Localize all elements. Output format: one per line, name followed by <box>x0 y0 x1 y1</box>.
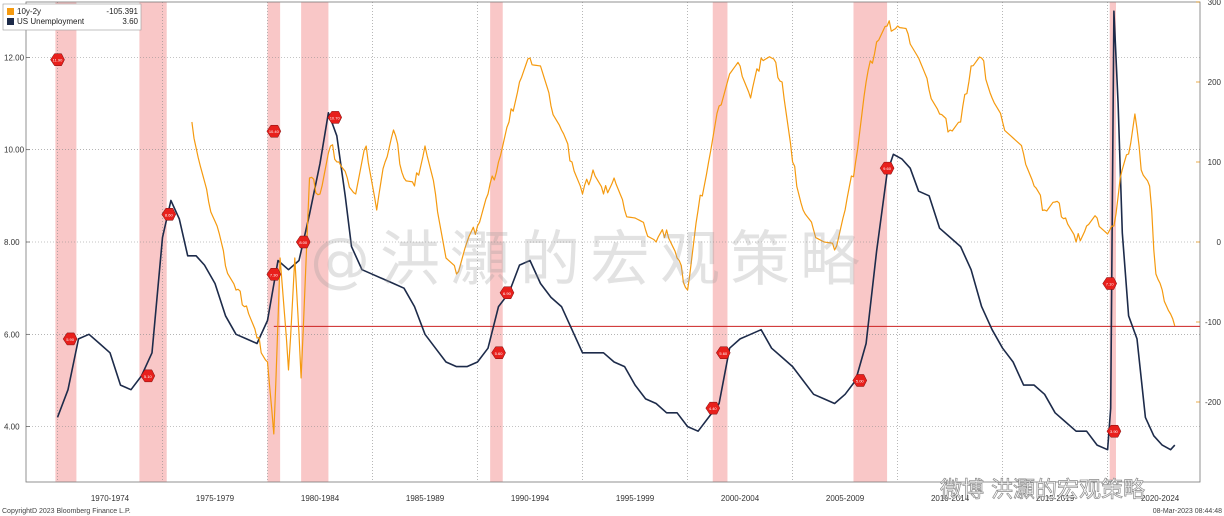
marker-shape-14 <box>1102 277 1117 290</box>
legend: 10y-2y -105.391 US Unemployment 3.60 <box>2 3 142 31</box>
marker-shape-1 <box>62 332 78 346</box>
grid-lines <box>26 2 1200 482</box>
legend-box <box>2 3 142 31</box>
marker-1: 5.90 <box>62 332 78 346</box>
marker-shape-2 <box>140 369 156 383</box>
legend-value-unemployment: 3.60 <box>122 17 138 26</box>
marker-label-14: 7.10 <box>1106 282 1115 287</box>
marker-label-3: 8.60 <box>165 212 174 217</box>
marker-label-12: 5.00 <box>856 378 865 383</box>
legend-value-spread: -105.391 <box>106 7 138 16</box>
x-tick-0: 1970-1974 <box>91 494 130 503</box>
legend-swatch-spread <box>7 8 14 15</box>
y-axis-right: -200 -100 0 100 200 300 <box>1196 0 1222 407</box>
marker-label-4: 10.40 <box>269 129 280 134</box>
marker-label-9: 6.90 <box>503 291 512 296</box>
marker-shape-5 <box>266 268 282 281</box>
marker-shape-13 <box>879 161 895 175</box>
y-right-tick-4: 200 <box>1208 78 1222 87</box>
marker-shape-10 <box>705 401 721 415</box>
marker-shape-4 <box>266 124 282 138</box>
x-tick-7: 2005-2009 <box>826 494 865 503</box>
marker-shape-6 <box>295 235 311 249</box>
x-tick-5: 1995-1999 <box>616 494 655 503</box>
marker-3: 8.60 <box>161 208 177 221</box>
value-markers: 11.90 5.90 5.10 8.60 10.40 7.30 8.00 10.70 5.60 6… <box>50 53 1122 438</box>
legend-label-spread: 10y-2y <box>17 7 41 16</box>
marker-label-8: 5.60 <box>495 351 504 356</box>
marker-4: 10.40 <box>266 124 282 138</box>
marker-shape-15 <box>1106 424 1122 438</box>
legend-swatch-unemployment <box>7 18 14 25</box>
y-left-tick-3: 10.00 <box>4 146 25 155</box>
recession-band-5 <box>712 2 728 482</box>
marker-shape-3 <box>161 208 177 221</box>
x-tick-3: 1985-1989 <box>406 494 445 503</box>
watermark-center: @洪灝的宏观策略 <box>310 225 870 295</box>
x-tick-2: 1980-1984 <box>301 494 340 503</box>
marker-label-7: 10.70 <box>330 115 341 120</box>
marker-label-5: 7.30 <box>270 272 279 277</box>
y-left-tick-0: 4.00 <box>4 423 20 432</box>
marker-12: 5.00 <box>852 374 868 387</box>
marker-15: 3.90 <box>1106 424 1122 438</box>
y-right-tick-3: 100 <box>1208 158 1222 167</box>
x-tick-10: 2020-2024 <box>1141 494 1180 503</box>
watermark-corner: 微博 洪灝的宏观策略 <box>940 478 1145 503</box>
legend-label-unemployment: US Unemployment <box>17 17 85 26</box>
x-tick-4: 1990-1994 <box>511 494 550 503</box>
x-axis: 1970-1974 1975-1979 1980-1984 1985-1989 1990… <box>91 494 1180 503</box>
series-lines <box>56 10 1176 451</box>
y-axis-left: 4.00 6.00 8.00 10.00 12.00 <box>4 53 30 432</box>
marker-5: 7.30 <box>266 268 282 281</box>
y-right-tick-1: -100 <box>1205 318 1222 327</box>
y-left-tick-4: 12.00 <box>4 53 25 62</box>
y-left-tick-2: 8.00 <box>4 238 20 247</box>
marker-6: 8.00 <box>295 235 311 249</box>
marker-shape-0 <box>50 53 65 66</box>
marker-label-15: 3.90 <box>1110 429 1119 434</box>
series-line-spread <box>191 20 1176 435</box>
x-tick-1: 1975-1979 <box>196 494 235 503</box>
marker-label-2: 5.10 <box>144 374 153 379</box>
marker-14: 7.10 <box>1102 277 1117 290</box>
marker-label-13: 9.60 <box>883 166 892 171</box>
marker-shape-8 <box>491 346 506 360</box>
x-tick-9: 2015-2019 <box>1036 494 1075 503</box>
marker-9: 6.90 <box>499 286 515 300</box>
copyright-text: CopyrightD 2023 Bloomberg Finance L.P. <box>2 508 131 515</box>
y-right-tick-2: 0 <box>1217 238 1222 247</box>
y-right-tick-0: -200 <box>1205 398 1222 407</box>
marker-0: 11.90 <box>50 53 65 66</box>
marker-label-6: 8.00 <box>299 240 308 245</box>
marker-shape-11 <box>715 346 731 360</box>
timestamp-text: 08-Mar-2023 08:44:48 <box>1153 508 1222 515</box>
marker-8: 5.60 <box>491 346 506 360</box>
marker-7: 10.70 <box>327 111 343 124</box>
x-tick-8: 2010-2014 <box>931 494 970 503</box>
marker-11: 5.60 <box>715 346 731 360</box>
marker-label-1: 5.90 <box>66 337 75 342</box>
marker-label-11: 5.60 <box>719 351 728 356</box>
y-right-tick-5: 300 <box>1208 0 1222 7</box>
marker-13: 9.60 <box>879 161 895 175</box>
marker-label-10: 4.40 <box>709 406 718 411</box>
marker-label-0: 11.90 <box>53 58 63 63</box>
x-tick-6: 2000-2004 <box>721 494 760 503</box>
series-line-unemployment <box>56 10 1176 451</box>
marker-shape-9 <box>499 286 515 300</box>
y-left-tick-1: 6.00 <box>4 330 20 339</box>
recession-band-4 <box>490 2 503 482</box>
marker-shape-7 <box>327 111 343 124</box>
marker-shape-12 <box>852 374 868 387</box>
marker-10: 4.40 <box>705 401 721 415</box>
marker-2: 5.10 <box>140 369 156 383</box>
